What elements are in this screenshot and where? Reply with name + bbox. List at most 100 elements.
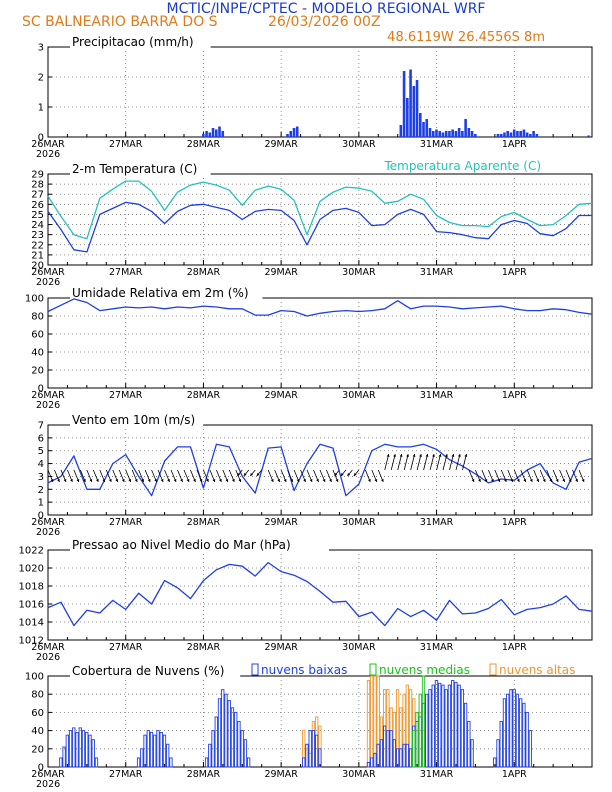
x-tick-label: 30MAR [342,390,376,401]
cloud-bar-low [395,748,400,768]
precip-bar [467,128,471,137]
precip-bar [295,126,299,137]
x-tick-label: 29MAR [264,642,298,653]
legend-apparent-temperature: Temperatura Aparente (C) [383,159,541,173]
wind-arrow [429,453,435,471]
wind-arrow-head [353,473,357,476]
x-tick-label: 31MAR [420,390,454,401]
y-tick-label: 2 [38,73,44,84]
y-tick-label: 0 [38,763,44,774]
station-coords: 48.6119W 26.4556S 8m [387,30,545,45]
wind-arrow-head [457,454,461,457]
cloud-bar-low [166,743,170,768]
wind-arrow-head [316,479,319,482]
precip-bar [211,128,215,137]
wind-arrow-head [154,479,157,482]
x-tick-label: 30MAR [342,267,376,278]
cloud-bar-low [525,711,529,768]
wind-arrow-head [238,479,242,482]
y-tick-label: 25 [31,210,44,221]
cloud-bar-low [405,743,409,768]
precip-bar [214,129,218,137]
cloud-bar-low [444,689,448,768]
cloud-bar-low [156,730,160,768]
legend-swatch [489,663,497,676]
cloud-bar-low [162,734,167,768]
wind-arrow-head [89,479,93,482]
cloud-bar-low [499,721,503,768]
cloud-bar-medium [415,711,419,768]
cloud-bar-low [315,734,319,768]
wind-arrow-head [529,479,533,482]
y-tick-label: 1022 [19,546,44,557]
x-tick-label: 1APR [502,139,527,150]
chart-title: MCTIC/INPE/CPTEC - MODELO REGIONAL WRF [167,1,486,17]
precip-bar [512,129,516,137]
y-tick-label: 6 [38,433,44,444]
x-tick-label: 28MAR [187,769,221,780]
panel-humidity: 26MAR 27MAR 28MAR 29MAR 30MAR 31MAR 1APR 2026 0 2… [25,286,593,411]
wind-arrow-head [562,479,565,482]
precip-bar [292,128,296,137]
cloud-bar-low [447,684,452,768]
wind-arrow-head [256,473,260,476]
cloud-bar-low [370,757,374,768]
wind-arrow [436,453,441,471]
precip-bar [448,131,451,137]
precip-bar [516,131,519,137]
precip-bar [509,132,513,137]
plot-frame [47,46,593,138]
cloud-bar-low [302,757,306,768]
precip-bar [286,134,289,137]
legend-label: nuvens altas [499,663,575,677]
wind-arrow-head [555,479,559,482]
precip-bar [496,134,500,137]
x-tick-label: 29MAR [264,769,298,780]
cloud-bar-low [149,731,154,768]
wind-arrow [410,453,416,471]
cloud-bar-low [208,743,212,768]
cloud-bar-low [515,693,520,768]
cloud-bar-low [383,725,387,768]
cloud-bar-low [425,693,429,768]
x-tick-label: 31MAR [420,642,454,653]
cloud-bar-low [221,689,225,768]
wind-arrow-head [503,479,507,482]
wind-arrow-head [471,479,475,482]
x-tick-label: 28MAR [187,517,221,528]
cloud-bar-low [509,689,513,768]
panel-title: Umidade Relativa em 2m (%) [72,286,249,300]
cloud-bar-low [467,721,471,768]
x-tick-label: 31MAR [420,267,454,278]
y-tick-label: 5 [38,446,44,457]
wind-arrow-head [102,479,106,482]
wind-arrow [416,453,422,471]
wind-arrow-head [283,479,287,482]
precip-bar [519,131,522,137]
cloud-bar-low [78,727,82,768]
cloud-bar-low [470,739,474,768]
wind-arrow [423,453,429,471]
cloud-bar-low [463,702,468,768]
panel-clouds: 26MAR 27MAR 28MAR 29MAR 30MAR 31MAR 1APR 2026 0 2… [25,663,593,790]
x-tick-label: 29MAR [264,390,298,401]
x-tick-label: 26MAR [31,267,65,278]
wind-series-line-1 [47,443,593,497]
y-tick-label: 0 [38,133,44,144]
panel-wind: 26MAR 27MAR 28MAR 29MAR 30MAR 31MAR 1APR 2026 0 1… [31,413,593,538]
cloud-bar-low [428,689,432,768]
precip-bar [454,131,458,137]
y-tick-label: 1016 [19,600,44,611]
y-tick-label: 40 [31,348,44,359]
x-tick-label: 29MAR [264,517,298,528]
cloud-bar-low [68,730,73,768]
wind-arrow-head [186,479,190,482]
wind-arrow-head [167,479,170,482]
wind-arrow-head [322,479,326,482]
cloud-bar-low [237,721,241,768]
wind-arrow-head [374,479,378,482]
precip-bar [529,134,532,137]
cloud-bar-medium [418,693,422,768]
wind-arrow-head [380,479,384,482]
x-year-label: 2026 [36,652,60,663]
